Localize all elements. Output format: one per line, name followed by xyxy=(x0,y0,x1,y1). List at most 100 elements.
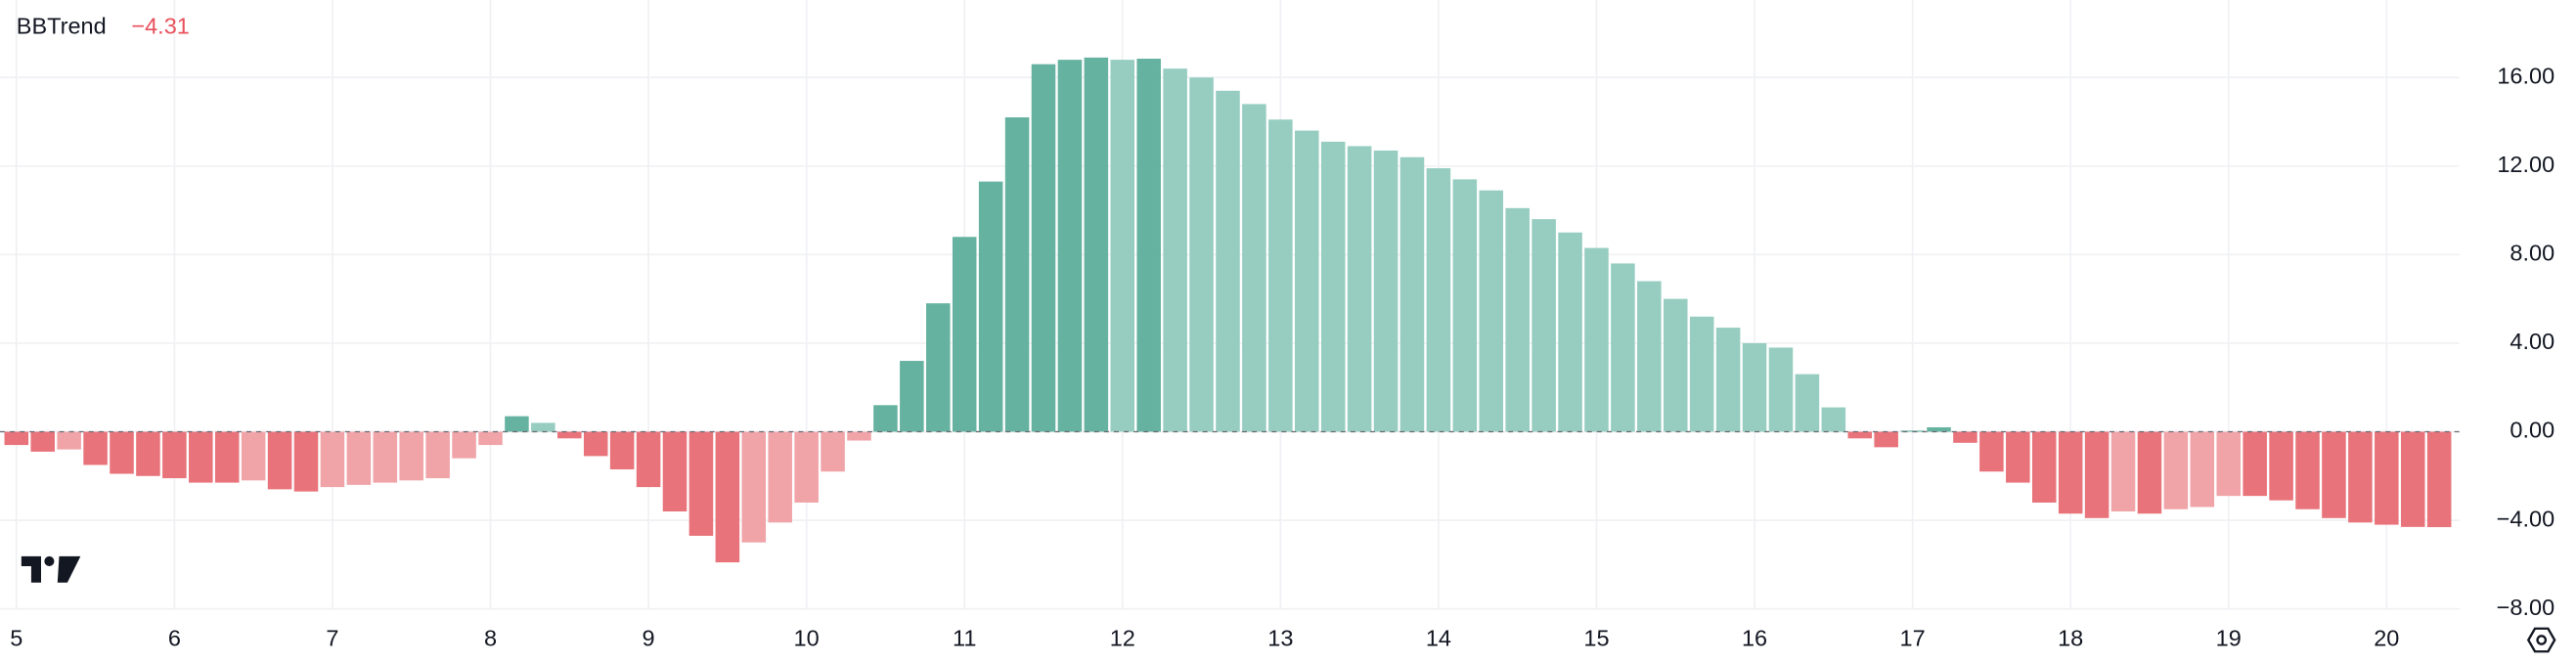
indicator-value: −4.31 xyxy=(131,14,189,39)
bar xyxy=(1505,207,1530,432)
bar xyxy=(267,431,292,490)
x-tick-label: 12 xyxy=(1110,626,1135,651)
bar xyxy=(1742,342,1767,432)
bar xyxy=(2269,431,2293,501)
y-tick-label: −8.00 xyxy=(2497,595,2554,620)
bar xyxy=(241,431,266,481)
bar xyxy=(1163,68,1187,432)
bar xyxy=(2295,431,2320,509)
bar xyxy=(110,431,134,474)
bar xyxy=(821,431,845,472)
bar xyxy=(847,431,871,441)
bar xyxy=(320,431,345,488)
bar xyxy=(1136,58,1161,432)
bar xyxy=(1479,190,1504,432)
x-tick-label: 10 xyxy=(794,626,820,651)
bar xyxy=(1558,232,1582,432)
bar xyxy=(293,431,319,492)
bar xyxy=(2243,431,2267,497)
bar xyxy=(2137,431,2162,514)
bar xyxy=(768,431,792,523)
bar xyxy=(636,431,661,488)
bar xyxy=(2400,431,2425,527)
bar xyxy=(609,431,635,469)
x-tick-label: 7 xyxy=(326,626,338,651)
bar xyxy=(30,431,55,452)
bar xyxy=(531,422,555,432)
bar xyxy=(1979,431,2004,472)
bar xyxy=(2348,431,2373,523)
bar xyxy=(1295,130,1319,432)
bar xyxy=(2190,431,2215,508)
bar xyxy=(2163,431,2189,509)
x-tick-label: 20 xyxy=(2374,626,2399,651)
bar xyxy=(1189,77,1214,432)
settings-icon[interactable] xyxy=(2526,627,2556,653)
logo xyxy=(21,555,81,583)
x-tick-label: 15 xyxy=(1583,626,1609,651)
bar xyxy=(1426,168,1451,432)
bar xyxy=(662,431,688,511)
bar xyxy=(583,431,608,457)
bar xyxy=(83,431,108,465)
x-tick-label: 5 xyxy=(10,626,22,651)
bar xyxy=(688,431,714,536)
bar xyxy=(1320,141,1346,432)
bar xyxy=(1532,219,1556,432)
y-tick-label: 12.00 xyxy=(2497,152,2554,177)
bar xyxy=(346,431,372,485)
bar xyxy=(136,431,160,476)
bar xyxy=(214,431,240,483)
bar xyxy=(1084,57,1109,432)
bar xyxy=(1373,150,1399,432)
bar xyxy=(1663,298,1688,432)
bar xyxy=(2322,431,2346,518)
bar xyxy=(1847,431,1873,439)
bar xyxy=(1242,104,1266,432)
bar xyxy=(741,431,767,543)
x-tick-label: 17 xyxy=(1900,626,1926,651)
x-tick-label: 11 xyxy=(953,626,976,651)
bar xyxy=(505,416,529,432)
y-tick-label: 8.00 xyxy=(2509,241,2554,266)
bar xyxy=(4,431,29,446)
bar xyxy=(478,431,503,446)
y-tick-label: −4.00 xyxy=(2497,506,2554,531)
bar xyxy=(1057,60,1083,432)
x-tick-label: 9 xyxy=(643,626,655,651)
bar xyxy=(557,431,582,439)
x-tick-label: 14 xyxy=(1426,626,1451,651)
x-tick-label: 8 xyxy=(484,626,497,651)
bar xyxy=(1689,316,1714,432)
bar xyxy=(1768,347,1794,432)
bar xyxy=(2426,431,2452,528)
bar xyxy=(2031,431,2057,503)
bar xyxy=(425,431,450,479)
y-tick-label: 16.00 xyxy=(2497,63,2554,88)
bar xyxy=(1715,328,1741,432)
bar xyxy=(978,181,1003,432)
bar xyxy=(452,431,476,459)
bar xyxy=(189,431,213,483)
x-tick-label: 19 xyxy=(2216,626,2242,651)
bar xyxy=(1031,64,1056,432)
bar xyxy=(1953,431,1977,443)
x-tick-label: 18 xyxy=(2058,626,2083,651)
bar xyxy=(2006,431,2030,483)
bar xyxy=(2084,431,2110,518)
axis-labels: 16.00 12.00 8.00 4.00 0.00 −4.00 −8.00 5 6 7 8 9 10 1… xyxy=(10,63,2554,650)
bar xyxy=(1637,281,1662,432)
bar xyxy=(1584,247,1609,432)
x-tick-label: 13 xyxy=(1267,626,1293,651)
bar xyxy=(1452,179,1478,432)
bar xyxy=(2058,431,2083,514)
x-tick-label: 6 xyxy=(168,626,181,651)
bar xyxy=(373,431,398,483)
bar xyxy=(1004,116,1030,432)
bar xyxy=(1795,374,1820,432)
indicator-name: BBTrend xyxy=(17,14,107,39)
bar xyxy=(2216,431,2242,497)
bar xyxy=(873,405,898,432)
